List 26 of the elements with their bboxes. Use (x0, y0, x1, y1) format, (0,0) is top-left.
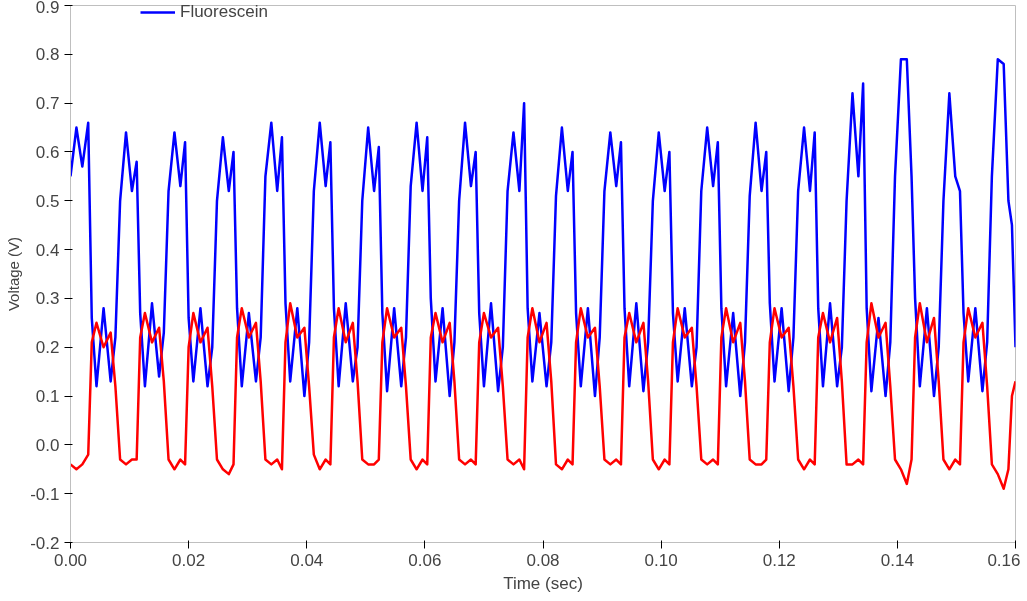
x-axis-title: Time (sec) (503, 573, 583, 593)
y-tick-label: 0.8 (35, 45, 60, 65)
x-tick-label: 0.12 (762, 550, 796, 570)
y-tick-label: 0.7 (35, 94, 60, 114)
y-tick-label: 0.0 (35, 435, 60, 455)
x-tick-label: 0.10 (644, 550, 678, 570)
y-tick-label: 0.4 (35, 240, 60, 260)
x-tick-label: 0.00 (53, 550, 88, 570)
y-tick-label: 0.9 (35, 0, 60, 17)
x-tick-label: 0.04 (290, 550, 324, 570)
x-tick-label: 0.14 (880, 550, 914, 570)
x-tick-label: 0.08 (526, 550, 560, 570)
y-tick-label: 0.1 (35, 387, 60, 407)
x-tick-label: 0.06 (408, 550, 442, 570)
y-tick-label: 0.2 (35, 338, 60, 358)
y-tick-label: 0.3 (35, 289, 60, 309)
line-series (70, 302, 1016, 491)
x-tick-label: 0.02 (172, 550, 206, 570)
y-tick-label: -0.1 (30, 484, 60, 504)
y-tick-label: 0.6 (35, 142, 60, 162)
y-tick-label: -0.2 (30, 533, 60, 553)
y-tick-label: 0.5 (35, 191, 60, 211)
x-tick-label: 0.16 (987, 550, 1021, 570)
line-series (70, 57, 1016, 398)
y-axis-title: Voltage (V) (5, 236, 23, 312)
legend-label: Fluorescein (180, 4, 268, 22)
